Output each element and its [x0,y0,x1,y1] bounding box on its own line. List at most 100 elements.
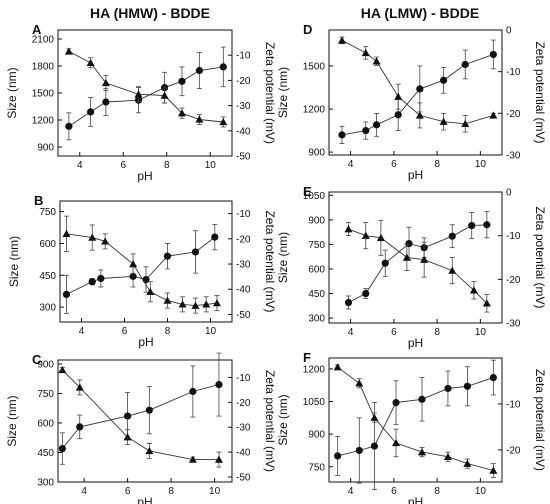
y-tick-label: 300 [308,314,325,325]
y-tick-label: 750 [308,462,325,473]
size-point [163,252,172,260]
x-axis-label: pH [138,335,153,349]
x-tick-label: 10 [205,326,217,337]
size-point [58,444,66,453]
y2-axis-label: Zeta potential (mV) [263,210,277,312]
zeta-point [489,466,498,474]
panel-f: F 4 6 8 10 750 900 1050 1200 -20 -10 pH Size (nm) Zet… [276,350,547,504]
y2-tick-label: -20 [506,275,521,286]
plot-frame [59,200,233,323]
y-tick-label: 300 [39,303,56,314]
x-tick-label: 8 [168,486,174,497]
size-point [65,122,73,130]
size-point [145,406,153,414]
y2-tick-label: -30 [506,151,521,162]
y2-tick-label: -50 [236,152,251,163]
y2-tick-label: -30 [506,319,521,330]
zeta-point [461,119,470,127]
zeta-series-line [348,228,488,304]
zeta-point [463,459,472,467]
size-point [178,77,186,85]
size-point [362,289,370,298]
y-tick-label: 750 [308,240,325,251]
size-series-line [337,377,494,457]
zeta-point [191,301,200,309]
y-axis-label: Size (nm) [276,394,290,445]
zeta-point [361,231,370,239]
zeta-point [402,253,411,261]
size-point [355,446,363,455]
zeta-point [177,109,186,117]
zeta-point [64,47,73,55]
y2-tick-label: -10 [236,373,251,384]
panel-letter: D [303,22,312,37]
y2-tick-label: -20 [236,398,251,409]
x-tick-label: 6 [391,486,397,497]
size-point [489,373,497,382]
zeta-point [202,300,211,308]
zeta-point [178,300,187,308]
x-axis-label: pH [408,336,423,350]
y-tick-label: 1200 [32,116,55,127]
plot-frame [328,191,503,324]
y-axis-label: Size (nm) [7,236,21,287]
size-point [418,395,426,403]
size-point [76,423,84,431]
zeta-series-line [62,369,219,461]
panel-c: C 4 6 8 10 300 450 600 750 900 -50 -40 -30 -20 -10 pH Si… [5,352,277,504]
right-column-title: HA (LMW) - BDDE [361,5,479,21]
zeta-point [417,448,426,456]
size-point [468,221,476,230]
y2-tick-label: 0 [506,26,512,37]
y-tick-label: 1200 [303,364,326,375]
zeta-point [101,237,110,245]
zeta-point [58,365,67,374]
y-axis-label: Size (nm) [276,67,290,118]
zeta-point [415,111,424,119]
panel-letter: B [34,193,43,208]
zeta-point [146,287,155,295]
x-tick-label: 10 [205,160,217,171]
y2-tick-label: -10 [506,231,521,242]
y-tick-label: 900 [308,215,325,226]
x-tick-label: 4 [348,159,354,170]
size-point [461,60,469,69]
y-tick-label: 900 [308,430,325,441]
y2-tick-label: -30 [236,260,251,271]
zeta-point [160,91,169,99]
panel-d: D 4 6 8 10 900 1200 1500 -30 -20 -10 0 pH Size (nm) Ze… [276,22,547,182]
panel-e: E 4 6 8 10 300 450 600 750 900 1050 -30 -20 -10 0 pH Siz… [276,184,547,350]
y2-tick-label: -10 [506,399,521,410]
y-tick-label: 450 [37,448,54,459]
zeta-point [420,255,429,263]
x-axis-label: pH [137,169,152,183]
size-point [440,76,448,84]
y-tick-label: 450 [308,289,325,300]
size-series-line [62,384,220,449]
y2-tick-label: -30 [236,423,251,434]
panel-letter: F [303,350,311,365]
x-tick-label: 10 [475,159,487,170]
size-point [219,63,227,71]
y-tick-label: 600 [308,264,325,275]
plot-frame [57,29,233,157]
y-tick-label: 600 [39,239,56,250]
y2-tick-label: -10 [236,209,251,220]
zeta-point [134,90,143,98]
zeta-point [75,383,84,391]
x-tick-label: 8 [165,326,171,337]
size-series-line [341,53,494,136]
zeta-point [344,225,353,233]
y-tick-label: 1500 [32,89,55,100]
y-tick-label: 750 [39,207,56,218]
zeta-point [145,446,154,455]
zeta-point [376,233,385,242]
size-point [191,248,200,256]
panel-letter: C [32,352,42,367]
size-point [129,272,137,280]
x-axis-label: pH [408,495,423,504]
y-tick-label: 1200 [303,105,326,116]
size-point [489,50,497,59]
zeta-point [392,438,401,447]
